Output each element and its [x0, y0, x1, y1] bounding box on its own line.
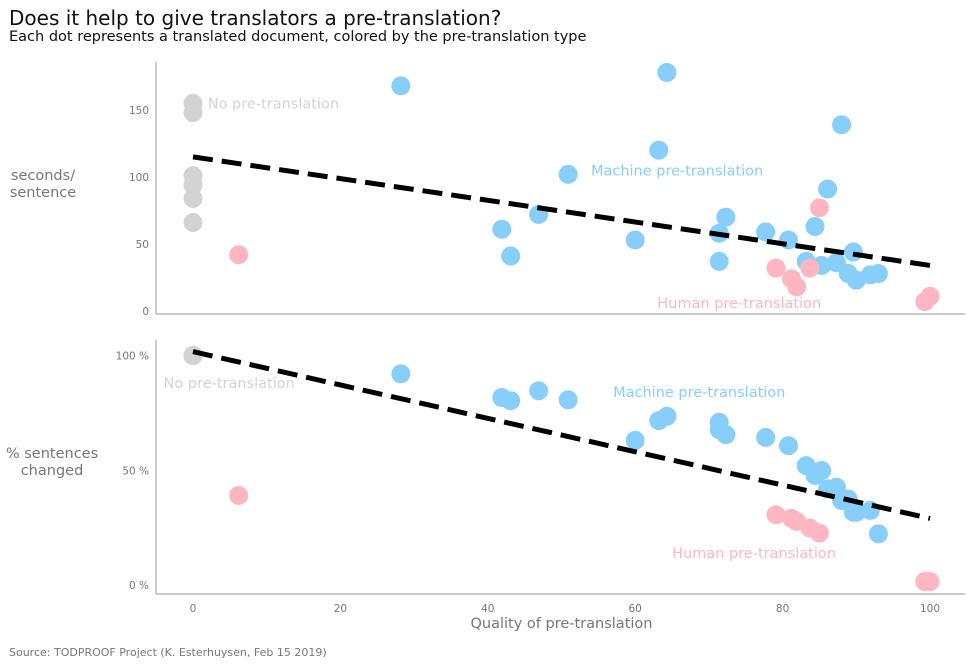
- top-panel-point-machine: [716, 207, 736, 227]
- top-panel-point-machine: [649, 140, 669, 160]
- top-panel-ytick-label: 0: [142, 306, 149, 318]
- bottom-panel-point-machine: [778, 436, 798, 456]
- bottom-panel-point-machine: [529, 381, 549, 401]
- bottom-panel-y-axis-label: % sentences changed: [6, 446, 98, 479]
- top-panel-point-none: [183, 213, 203, 233]
- top-panel-point-machine: [657, 62, 677, 82]
- source-note: Source: TODPROOF Project (K. Esterhuysen…: [9, 646, 327, 659]
- x-axis-label: Quality of pre-translation: [471, 616, 653, 632]
- top-panel-annotation-machine: Machine pre-translation: [591, 163, 763, 179]
- top-panel-point-human: [920, 286, 940, 306]
- top-panel-point-human: [766, 258, 786, 278]
- bottom-panel-annotation-none: No pre-translation: [164, 376, 295, 392]
- bottom-panel-xtick-label: 0: [190, 603, 197, 615]
- bottom-panel-point-machine: [716, 425, 736, 445]
- top-panel-point-machine: [558, 164, 578, 184]
- top-panel-trend-line: [192, 154, 931, 268]
- top-panel-ytick-label: 150: [129, 105, 149, 117]
- bottom-panel-annotation-machine: Machine pre-translation: [613, 385, 785, 401]
- bottom-panel-ytick-label: 50 %: [122, 465, 149, 477]
- top-panel-point-machine: [832, 115, 852, 135]
- top-panel-point-machine: [778, 230, 798, 250]
- bottom-panel-point-human: [766, 505, 786, 525]
- y-axis-label-line: sentence: [10, 185, 76, 201]
- bottom-panel-xtick-label: 100: [920, 603, 940, 615]
- y-axis-label-line: seconds/: [11, 168, 75, 184]
- bottom-panel-xtick-label: 80: [776, 603, 789, 615]
- chart-title: Does it help to give translators a pre-t…: [9, 6, 502, 30]
- top-panel-point-machine: [868, 263, 888, 283]
- bottom-panel-ytick-label: 100 %: [116, 351, 149, 363]
- bottom-panel-xtick-label: 40: [481, 603, 494, 615]
- bottom-panel-point-machine: [868, 524, 888, 544]
- bottom-panel-point-machine: [501, 391, 521, 411]
- top-panel-point-machine: [818, 179, 838, 199]
- bottom-panel-point-machine: [846, 502, 866, 522]
- top-panel-point-human: [809, 198, 829, 218]
- chart-subtitle: Each dot represents a translated documen…: [9, 29, 587, 45]
- top-panel-point-none: [183, 188, 203, 208]
- bottom-panel-point-machine: [860, 500, 880, 520]
- y-axis-label-line: changed: [21, 463, 84, 479]
- top-panel-point-machine: [805, 217, 825, 237]
- top-panel-point-human: [787, 277, 807, 297]
- top-panel-point-machine: [391, 76, 411, 96]
- top-panel-point-machine: [492, 219, 512, 239]
- bottom-panel-point-machine: [558, 390, 578, 410]
- bottom-panel-point-machine: [812, 460, 832, 480]
- top-panel-point-machine: [709, 251, 729, 271]
- bottom-panel-point-human: [809, 523, 829, 543]
- bottom-panel-point-machine: [657, 406, 677, 426]
- bottom-panel-ytick-label: 0 %: [129, 580, 149, 592]
- top-panel-point-none: [183, 175, 203, 195]
- top-panel-point-human: [800, 258, 820, 278]
- bottom-panel-point-machine: [756, 427, 776, 447]
- top-panel-annotation-none: No pre-translation: [208, 96, 339, 112]
- top-panel-y-axis-label: seconds/sentence: [10, 168, 76, 201]
- y-axis-label-line: % sentences: [6, 446, 98, 462]
- bottom-panel-xtick-label: 20: [334, 603, 347, 615]
- top-panel-point-machine: [625, 230, 645, 250]
- top-panel-point-none: [183, 103, 203, 123]
- top-panel-annotation-human: Human pre-translation: [657, 296, 821, 312]
- top-panel-ytick-label: 50: [136, 239, 149, 251]
- top-panel-point-human: [229, 245, 249, 265]
- bottom-panel-trend-line: [192, 349, 931, 521]
- bottom-panel-xtick-label: 60: [629, 603, 642, 615]
- bottom-panel-point-machine: [625, 430, 645, 450]
- top-panel-ytick-label: 100: [129, 172, 149, 184]
- bottom-panel-point-machine: [391, 364, 411, 384]
- top-panel-point-machine: [501, 246, 521, 266]
- bottom-panel-point-human: [229, 485, 249, 505]
- bottom-panel-annotation-human: Human pre-translation: [672, 546, 836, 562]
- bottom-panel-point-human: [920, 572, 940, 592]
- top-panel-point-machine: [756, 222, 776, 242]
